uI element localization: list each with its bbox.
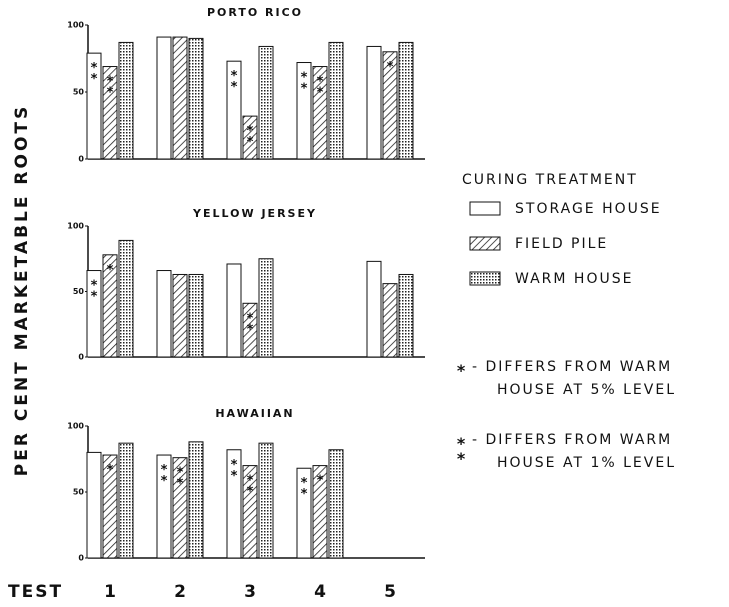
bar bbox=[188, 37, 204, 160]
significance-marker: ** bbox=[243, 311, 258, 333]
significance-marker: ** bbox=[87, 279, 102, 301]
bar bbox=[102, 454, 118, 559]
significance-marker: * bbox=[103, 263, 118, 274]
significance-marker: * bbox=[383, 60, 398, 71]
significance-marker: ** bbox=[227, 69, 242, 91]
bar bbox=[242, 302, 258, 358]
x-tick-label: 4 bbox=[314, 582, 326, 602]
significance-marker: ** bbox=[157, 463, 172, 485]
bar bbox=[188, 273, 204, 358]
legend-swatch bbox=[469, 271, 501, 286]
y-tick-label: 50 bbox=[73, 88, 85, 97]
legend-swatch bbox=[469, 201, 501, 216]
bar bbox=[102, 254, 118, 358]
y-tick-label: 100 bbox=[67, 422, 84, 431]
x-tick-label: 5 bbox=[384, 582, 396, 602]
legend-label: STORAGE HOUSE bbox=[515, 201, 662, 217]
bar bbox=[296, 467, 312, 559]
bar bbox=[366, 260, 382, 358]
y-tick-label: 0 bbox=[78, 353, 84, 362]
bar bbox=[328, 449, 344, 559]
note-marker: * bbox=[452, 361, 471, 376]
significance-marker: ** bbox=[243, 474, 258, 496]
bar bbox=[382, 283, 398, 358]
y-tick-label: 0 bbox=[78, 155, 84, 164]
bar bbox=[118, 41, 134, 160]
y-tick-label: 100 bbox=[67, 222, 84, 231]
bar bbox=[312, 465, 328, 559]
significance-marker: ** bbox=[243, 124, 258, 146]
significance-marker: * bbox=[103, 463, 118, 474]
x-tick-label: 3 bbox=[244, 582, 256, 602]
bar bbox=[226, 449, 242, 559]
bar bbox=[258, 442, 274, 559]
bar bbox=[156, 36, 172, 160]
bar bbox=[156, 270, 172, 358]
legend-label: FIELD PILE bbox=[515, 236, 608, 252]
x-tick-label: 2 bbox=[174, 582, 186, 602]
bar bbox=[118, 442, 134, 559]
bar bbox=[382, 51, 398, 160]
bar bbox=[86, 451, 102, 559]
significance-marker: ** bbox=[227, 458, 242, 480]
significance-marker: ** bbox=[313, 75, 328, 97]
bar bbox=[242, 465, 258, 559]
x-tick-label: 1 bbox=[104, 582, 116, 602]
note-text: - DIFFERS FROM WARM bbox=[472, 359, 672, 375]
bar bbox=[398, 273, 414, 358]
bar bbox=[102, 66, 118, 160]
y-tick-label: 50 bbox=[73, 488, 85, 497]
bar bbox=[86, 270, 102, 358]
bar bbox=[296, 62, 312, 160]
bar bbox=[172, 273, 188, 358]
bar bbox=[242, 115, 258, 160]
bar bbox=[258, 45, 274, 160]
bar bbox=[366, 45, 382, 160]
y-tick-label: 0 bbox=[78, 554, 84, 563]
bar bbox=[188, 441, 204, 559]
note-marker: ** bbox=[452, 434, 471, 464]
y-axis-label: PER CENT MARKETABLE ROOTS bbox=[12, 104, 32, 476]
significance-marker: ** bbox=[297, 71, 312, 93]
panel-title: HAWAIIAN bbox=[215, 407, 294, 420]
note-text: HOUSE AT 1% LEVEL bbox=[497, 455, 676, 471]
bar bbox=[172, 36, 188, 160]
panel-title: PORTO RICO bbox=[207, 6, 303, 19]
bar bbox=[118, 239, 134, 358]
panel-title: YELLOW JERSEY bbox=[192, 207, 317, 220]
bar bbox=[398, 41, 414, 160]
x-axis-label: TEST bbox=[8, 582, 63, 602]
bar bbox=[258, 258, 274, 358]
bar bbox=[226, 60, 242, 160]
y-tick-label: 100 bbox=[67, 21, 84, 30]
significance-marker: ** bbox=[297, 476, 312, 498]
y-tick-label: 50 bbox=[73, 287, 85, 296]
legend-label: WARM HOUSE bbox=[515, 271, 633, 287]
bar bbox=[172, 457, 188, 559]
legend-swatch bbox=[469, 236, 501, 251]
significance-marker: * bbox=[313, 474, 328, 485]
bar bbox=[312, 66, 328, 160]
significance-marker: ** bbox=[173, 466, 188, 488]
legend-title: CURING TREATMENT bbox=[462, 172, 638, 188]
bar bbox=[328, 41, 344, 160]
significance-marker: ** bbox=[103, 75, 118, 97]
bar bbox=[226, 263, 242, 358]
note-text: HOUSE AT 5% LEVEL bbox=[497, 382, 676, 398]
bar bbox=[86, 52, 102, 160]
significance-marker: ** bbox=[87, 61, 102, 83]
bar bbox=[156, 454, 172, 559]
note-text: - DIFFERS FROM WARM bbox=[472, 432, 672, 448]
